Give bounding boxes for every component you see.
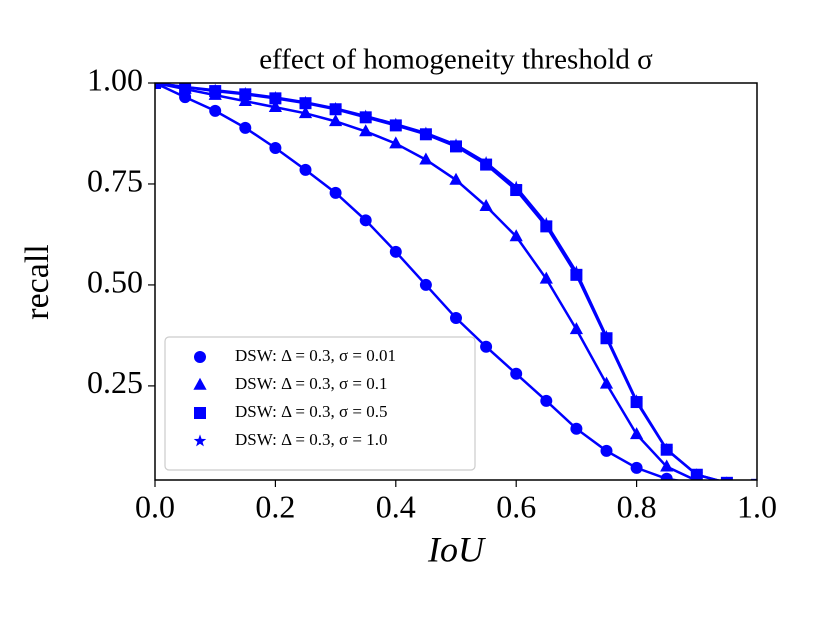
y-tick-label: 1.00	[87, 61, 143, 97]
marker	[600, 330, 613, 342]
marker	[509, 229, 523, 242]
marker	[419, 278, 432, 291]
legend-label: DSW: Δ = 0.3, σ = 0.5	[235, 402, 387, 421]
legend-label: DSW: Δ = 0.3, σ = 0.1	[235, 374, 387, 393]
marker	[299, 163, 312, 176]
marker	[510, 367, 523, 380]
marker	[660, 472, 673, 480]
marker	[389, 245, 402, 258]
plot-area	[155, 83, 757, 480]
y-axis-label: recall	[19, 244, 56, 320]
marker	[389, 136, 403, 149]
y-tick-label: 0.50	[87, 263, 143, 299]
marker	[178, 83, 192, 93]
legend-entry: DSW: Δ = 0.3, σ = 1.0	[193, 430, 387, 449]
marker	[359, 214, 372, 227]
marker	[479, 198, 493, 211]
marker	[570, 422, 583, 435]
legend-label: DSW: Δ = 0.3, σ = 0.01	[235, 346, 396, 365]
marker	[239, 86, 252, 99]
x-tick-label: 0.2	[255, 488, 295, 524]
marker	[239, 121, 252, 134]
chart-title: effect of homogeneity threshold σ	[259, 44, 653, 76]
marker	[660, 459, 674, 472]
legend-label: DSW: Δ = 0.3, σ = 1.0	[235, 430, 387, 449]
marker	[449, 172, 463, 185]
marker	[599, 376, 614, 389]
y-tick-label: 0.75	[87, 162, 143, 198]
marker	[450, 312, 462, 325]
marker	[600, 444, 613, 457]
marker	[193, 377, 207, 390]
x-tick-label: 0.4	[376, 488, 416, 524]
marker	[329, 101, 342, 114]
marker	[724, 479, 729, 480]
marker	[208, 83, 222, 96]
axes-frame	[154, 82, 758, 481]
legend-entry: DSW: Δ = 0.3, σ = 0.01	[194, 346, 396, 365]
marker	[540, 216, 553, 229]
marker	[329, 114, 343, 127]
y-tick-label: 0.25	[87, 364, 143, 400]
marker	[298, 106, 313, 119]
legend-entry: DSW: Δ = 0.3, σ = 0.5	[194, 402, 387, 421]
x-tick-label: 0.8	[617, 488, 657, 524]
marker	[419, 152, 433, 165]
marker	[359, 124, 373, 137]
marker	[630, 394, 643, 407]
marker	[570, 265, 583, 278]
marker	[299, 95, 312, 108]
marker	[329, 186, 342, 199]
marker	[269, 90, 282, 103]
marker	[690, 468, 704, 480]
marker	[725, 476, 729, 480]
marker	[155, 83, 159, 89]
marker	[660, 442, 673, 455]
x-tick-label: 0.6	[496, 488, 536, 524]
x-tick-label: 1.0	[737, 488, 777, 524]
marker	[479, 155, 493, 168]
x-tick-label: 0.0	[135, 488, 175, 524]
marker	[630, 461, 643, 474]
marker	[194, 407, 206, 419]
marker	[569, 322, 583, 335]
marker	[268, 100, 282, 113]
marker	[269, 142, 282, 155]
marker	[179, 91, 192, 104]
legend-box	[164, 336, 476, 471]
marker	[509, 180, 523, 193]
x-axis-label: IoU	[427, 529, 486, 569]
marker	[389, 117, 403, 130]
marker	[540, 394, 553, 407]
legend-entry: DSW: Δ = 0.3, σ = 0.1	[193, 374, 387, 393]
marker	[480, 340, 493, 353]
marker	[449, 138, 463, 151]
marker	[630, 427, 644, 440]
marker	[194, 351, 206, 363]
marker	[359, 109, 372, 122]
marker	[419, 126, 433, 139]
marker	[539, 271, 553, 284]
marker	[209, 104, 222, 117]
marker	[193, 434, 207, 447]
